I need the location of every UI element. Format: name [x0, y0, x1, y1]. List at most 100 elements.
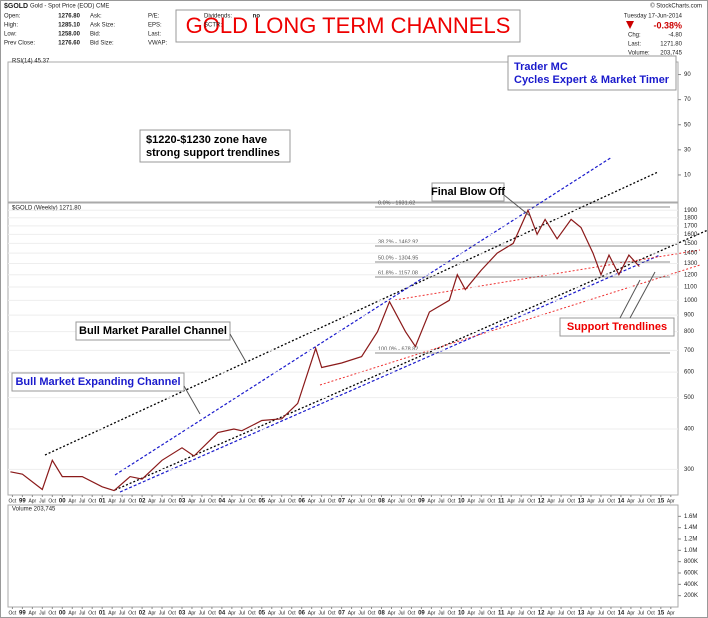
quote-value: 1285.10 — [58, 23, 80, 29]
fib-label: 61.8% - 1157.08 — [378, 270, 418, 276]
credit: © StockCharts.com — [650, 3, 702, 10]
zone-box — [139, 129, 291, 163]
y-tick-label: 700 — [684, 348, 695, 354]
x-tick-label: Jul — [478, 498, 484, 504]
x-tick-label: Oct — [248, 610, 256, 616]
fib-label: 50.0% - 1304.95 — [378, 255, 418, 261]
description: Gold - Spot Price (EOD) CME — [30, 4, 109, 10]
volume-tick-label: 1.0M — [684, 548, 697, 554]
quote-label: P/E: — [148, 14, 160, 20]
y-tick-label: 800 — [684, 329, 695, 335]
x-tick-label: Oct — [168, 610, 176, 616]
x-tick-label: Jul — [79, 498, 85, 504]
y-tick-label: 1000 — [684, 298, 698, 304]
x-tick-label: Oct — [88, 498, 96, 504]
x-tick-label: Oct — [208, 498, 216, 504]
parallel-box — [75, 321, 231, 341]
volume-tick-label: 400K — [684, 582, 698, 588]
arrow — [229, 333, 247, 363]
x-tick-label: Apr — [348, 498, 356, 504]
volume-label: Volume 203,745 — [12, 507, 56, 513]
rsi-tick-label: 30 — [684, 147, 691, 153]
x-tick-label: Oct — [208, 610, 216, 616]
quote-label: Dividends: — [204, 14, 232, 20]
blowoff-box — [431, 182, 505, 202]
y-tick-label: 1400 — [684, 251, 698, 257]
x-tick-label: 05 — [258, 499, 265, 505]
x-tick-label: Oct — [8, 610, 16, 616]
x-tick-label: 09 — [418, 499, 425, 505]
price-panel — [7, 202, 679, 496]
quote-label: Last: — [628, 42, 641, 48]
quote-label: Last: — [148, 32, 161, 38]
y-tick-label: 1800 — [684, 215, 698, 221]
parallel-note: Bull Market Parallel Channel — [79, 325, 227, 337]
y-tick-label: 400 — [684, 427, 695, 433]
x-tick-label: Apr — [28, 498, 36, 504]
x-tick-label: 06 — [298, 499, 305, 505]
fib-label: 38.2% - 1462.92 — [378, 239, 418, 245]
x-tick-label: Apr — [667, 498, 675, 504]
quote-label: VWAP: — [148, 41, 167, 47]
x-tick-label: 10 — [458, 611, 465, 617]
rsi-tick-label: 90 — [684, 72, 691, 78]
x-tick-label: Apr — [427, 498, 435, 504]
quote-label: Open: — [4, 14, 21, 20]
x-tick-label: 04 — [219, 611, 226, 617]
quote-value: -4.80 — [668, 33, 682, 39]
x-tick-label: Apr — [28, 610, 36, 616]
x-tick-label: Oct — [88, 610, 96, 616]
x-tick-label: 01 — [99, 611, 106, 617]
x-tick-label: Apr — [587, 498, 595, 504]
date: Tuesday 17-Jun-2014 — [624, 14, 683, 20]
symbol: $GOLD — [4, 3, 28, 10]
support-line — [319, 264, 701, 386]
x-tick-label: 13 — [578, 611, 585, 617]
x-tick-label: Jul — [39, 610, 45, 616]
quote-value: no — [253, 14, 261, 20]
x-tick-label: Jul — [199, 610, 205, 616]
plot — [8, 208, 678, 492]
blowoff-note: Final Blow Off — [431, 186, 505, 198]
x-tick-label: Oct — [447, 610, 455, 616]
x-tick-label: Apr — [348, 610, 356, 616]
x-tick-label: 03 — [179, 611, 186, 617]
x-tick-label: Apr — [228, 498, 236, 504]
x-tick-label: 11 — [498, 499, 505, 505]
volume-tick-label: 1.6M — [684, 514, 697, 520]
rsi-tick-label: 50 — [684, 122, 691, 128]
y-tick-label: 500 — [684, 395, 695, 401]
x-tick-label: Jul — [119, 498, 125, 504]
x-tick-label: Apr — [108, 498, 116, 504]
y-tick-label: 900 — [684, 313, 695, 319]
x-tick-label: Jul — [159, 498, 165, 504]
quote-label: Prev Close: — [4, 41, 35, 47]
x-tick-label: Jul — [279, 498, 285, 504]
x-tick-label: Apr — [388, 610, 396, 616]
x-tick-label: 07 — [338, 611, 345, 617]
arrow — [503, 194, 531, 217]
x-tick-label: Apr — [308, 498, 316, 504]
x-tick-label: 15 — [657, 611, 664, 617]
x-tick-label: Apr — [467, 610, 475, 616]
y-tick-label: 1300 — [684, 261, 698, 267]
x-tick-label: Apr — [667, 610, 675, 616]
support-box — [559, 317, 675, 337]
x-tick-label: Apr — [587, 610, 595, 616]
x-tick-label: Jul — [199, 498, 205, 504]
x-tick-label: Oct — [248, 498, 256, 504]
x-tick-label: Apr — [148, 498, 156, 504]
x-tick-label: Jul — [79, 610, 85, 616]
x-tick-label: Oct — [368, 498, 376, 504]
y-tick-label: 1900 — [684, 208, 698, 214]
arrow — [619, 279, 641, 319]
x-tick-label: Jul — [638, 610, 644, 616]
x-tick-label: Apr — [507, 498, 515, 504]
zone-note: $1220-$1230 zone have — [146, 134, 267, 146]
x-tick-label: Oct — [168, 498, 176, 504]
x-tick-label: Oct — [408, 610, 416, 616]
quote-label: Chg: — [628, 33, 641, 39]
arrow — [183, 385, 201, 415]
x-tick-label: 15 — [657, 499, 664, 505]
